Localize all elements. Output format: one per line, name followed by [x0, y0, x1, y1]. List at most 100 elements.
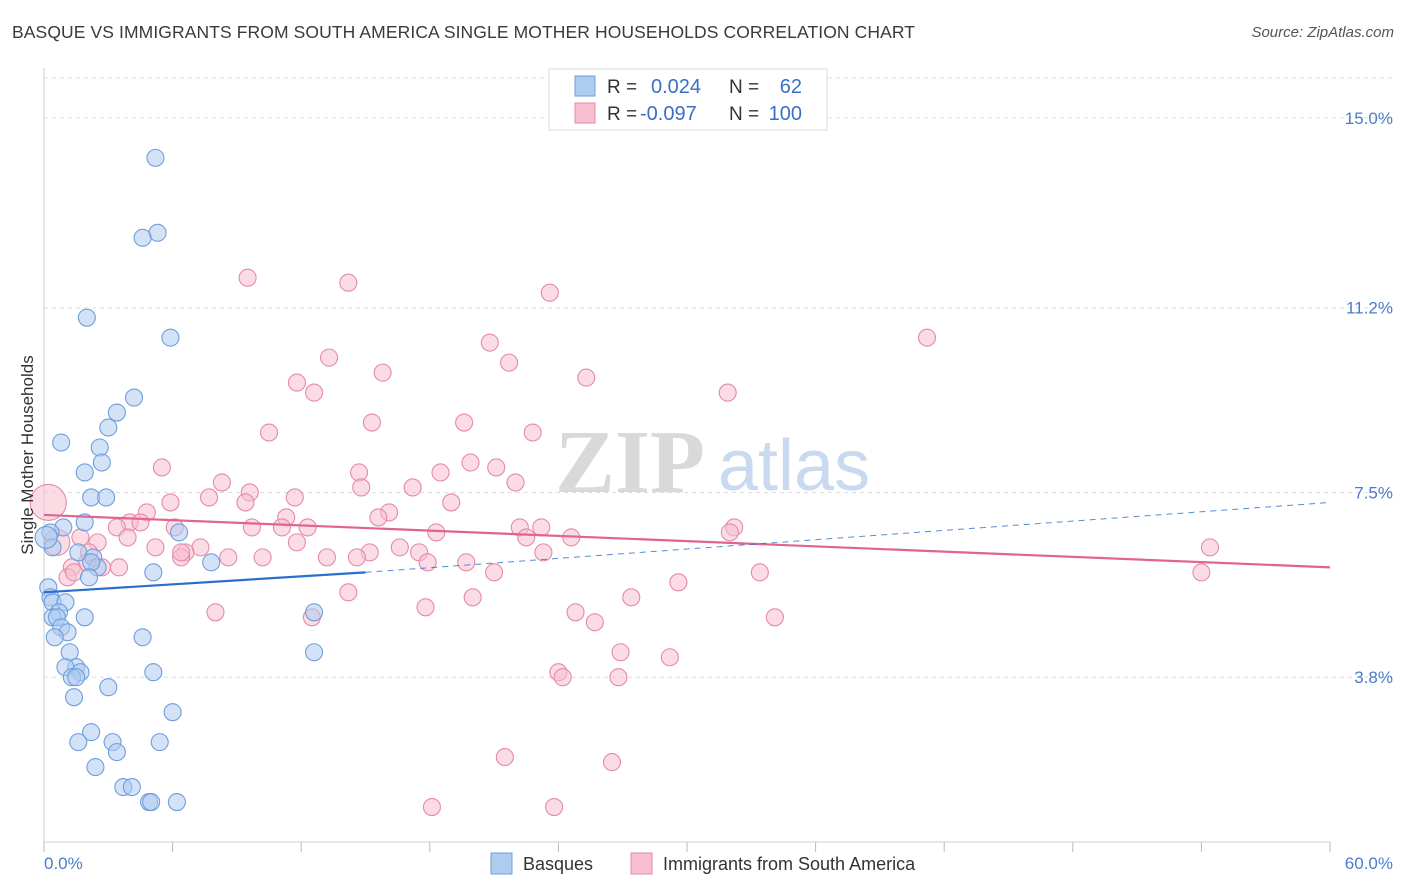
pink-data-point [152, 458, 171, 477]
pink-data-point [161, 493, 180, 512]
chart-title: BASQUE VS IMMIGRANTS FROM SOUTH AMERICA … [12, 22, 916, 42]
pink-data-point [71, 528, 90, 547]
blue-data-point [133, 228, 152, 247]
pink-data-point [765, 608, 784, 627]
pink-data-point [553, 668, 572, 687]
pink-data-point [362, 413, 381, 432]
y-tick-label: 3.8% [1354, 668, 1393, 687]
blue-data-point [161, 328, 180, 347]
blue-data-point [97, 488, 116, 507]
pink-data-point [1200, 538, 1220, 557]
blue-data-point [75, 608, 94, 627]
pink-data-point [64, 563, 84, 582]
pink-data-point [532, 518, 551, 537]
pink-data-point [253, 548, 272, 567]
legend-n-label-blue: N = [729, 77, 759, 98]
blue-data-point [69, 733, 88, 752]
legend-r-label-pink: R = [607, 104, 637, 125]
legend-r-value-pink: -0.097 [640, 103, 697, 125]
bottom-legend-label-blue: Basques [523, 854, 593, 874]
blue-data-point [67, 668, 86, 687]
pink-data-point [238, 268, 257, 287]
pink-data-point [191, 538, 210, 557]
watermark-atlas: atlas [718, 426, 870, 506]
pink-data-point [118, 528, 137, 547]
blue-data-point [142, 793, 161, 812]
series-legend: Basques Immigrants from South America [490, 852, 916, 875]
pink-data-point [431, 463, 450, 482]
pink-data-point [298, 518, 317, 537]
blue-data-point [90, 438, 109, 457]
blue-data-point [305, 643, 324, 662]
y-tick-label: 11.2% [1346, 299, 1393, 318]
blue-trend-line-extension [365, 501, 1331, 573]
blue-data-point [133, 628, 152, 647]
bottom-legend-label-pink: Immigrants from South America [663, 854, 916, 874]
blue-trend-line [43, 571, 366, 594]
pink-data-point [206, 603, 225, 622]
trend-lines [43, 501, 1331, 594]
legend-n-value-pink: 100 [769, 103, 802, 125]
pink-data-point [523, 423, 542, 442]
y-axis-label: Single Mother Households [18, 355, 37, 554]
pink-data-point [352, 478, 371, 497]
blue-data-point [144, 563, 163, 582]
pink-data-point [442, 493, 461, 512]
source-label: Source: ZipAtlas.com [1251, 24, 1394, 41]
pink-data-point [287, 373, 306, 392]
pink-data-point [669, 573, 688, 592]
pink-data-point [534, 543, 553, 562]
blue-data-point [64, 688, 84, 707]
pink-data-point [418, 553, 437, 572]
blue-data-point [75, 463, 94, 482]
blue-data-point [144, 663, 163, 682]
legend-r-label-blue: R = [607, 77, 637, 98]
pink-data-point [339, 273, 358, 292]
blue-data-point [148, 223, 167, 242]
blue-data-point [99, 418, 118, 437]
legend-swatch-blue [574, 75, 596, 97]
blue-data-point [146, 148, 165, 167]
legend-n-value-blue: 62 [780, 76, 802, 98]
pink-data-point [390, 538, 409, 557]
pink-data-point [480, 333, 499, 352]
pink-data-point [585, 613, 604, 632]
pink-data-point [457, 553, 476, 572]
pink-data-point [350, 463, 369, 482]
blue-series-points [34, 148, 324, 812]
pink-data-point [500, 353, 519, 372]
pink-data-point [287, 533, 306, 552]
pink-trend-line [43, 513, 1331, 569]
blue-data-point [86, 758, 105, 777]
pink-data-point [1192, 563, 1211, 582]
pink-data-point [305, 383, 324, 402]
blue-data-point [122, 778, 141, 797]
blue-data-point [82, 553, 101, 572]
pink-data-point [495, 748, 514, 767]
pink-data-point [918, 328, 937, 347]
blue-data-point [99, 678, 118, 697]
legend-swatch-pink [574, 102, 596, 124]
blue-data-point [75, 513, 94, 532]
pink-data-point [545, 797, 564, 817]
pink-data-point [660, 648, 679, 667]
blue-data-point [150, 733, 169, 752]
blue-data-point [167, 793, 186, 812]
pink-data-point [373, 363, 392, 382]
correlation-legend: R = 0.024 N = 62 R = -0.097 N = 100 [548, 68, 828, 131]
pink-data-point [172, 543, 191, 562]
pink-data-point [347, 548, 366, 567]
pink-data-point [219, 548, 238, 567]
pink-series-points [29, 268, 1220, 817]
pink-data-point [577, 368, 596, 387]
y-ticks: 3.8% 7.5% 11.2% 15.0% [1345, 109, 1393, 687]
watermark-zip: ZIP [555, 413, 705, 512]
blue-data-point [202, 553, 221, 572]
x-tick-label-min: 0.0% [44, 854, 83, 873]
bottom-legend-swatch-pink [630, 852, 653, 875]
pink-data-point [403, 478, 422, 497]
pink-data-point [131, 513, 150, 532]
pink-data-point [416, 598, 435, 617]
blue-data-point [82, 723, 101, 742]
